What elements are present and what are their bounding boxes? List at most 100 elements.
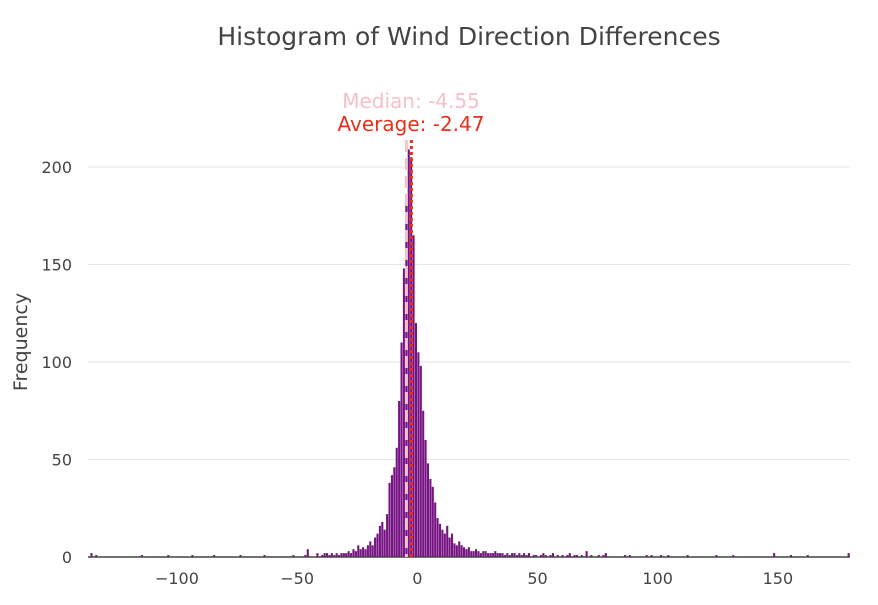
histogram-bar (345, 553, 348, 557)
histogram-bar (393, 467, 396, 557)
histogram-bar (520, 555, 523, 557)
x-tick-label-100: 100 (642, 569, 673, 588)
histogram-bar (347, 551, 350, 557)
histogram-bar (506, 553, 509, 557)
histogram-bar (402, 268, 405, 557)
histogram-bar (431, 486, 434, 557)
histogram-bar (575, 555, 579, 557)
average-annotation: Average: -2.47 (338, 112, 485, 136)
histogram-bar (321, 555, 324, 557)
histogram-bar (434, 502, 437, 557)
histogram-bar (350, 553, 353, 557)
histogram-bar (342, 553, 345, 557)
histogram-bar (337, 555, 341, 557)
y-tick-label-0: 0 (62, 548, 72, 567)
histogram-bar (422, 410, 425, 557)
histogram-bar (369, 541, 372, 557)
histogram-bar (453, 543, 456, 557)
histogram-bar (378, 525, 381, 557)
histogram-bar (470, 551, 473, 557)
x-axis-ticks: −100 −50 0 50 100 150 (155, 569, 793, 588)
histogram-bar (789, 555, 793, 557)
histogram-bar (645, 555, 648, 557)
chart-title: Histogram of Wind Direction Differences (217, 22, 720, 51)
histogram-bar (325, 553, 329, 557)
histogram-bar (496, 553, 499, 557)
histogram-bar (140, 555, 143, 557)
x-tick-label--100: −100 (155, 569, 199, 588)
histogram-bar (525, 555, 528, 557)
histogram-bar (539, 555, 543, 557)
histogram-bar (667, 555, 670, 557)
histogram-bar (660, 555, 663, 557)
histogram-bar (847, 553, 850, 557)
histogram-bar (330, 553, 333, 557)
histogram-bar (501, 553, 504, 557)
grid-lines (88, 166, 850, 460)
histogram-bar (604, 553, 607, 557)
histogram-bar (386, 514, 389, 557)
histogram-bar (467, 547, 470, 557)
histogram-bar (590, 555, 593, 557)
y-tick-label-50: 50 (52, 451, 72, 470)
histogram-bar (482, 551, 485, 557)
y-tick-label-200: 200 (41, 158, 72, 177)
histogram-bar (458, 541, 461, 557)
histogram-bar (381, 521, 384, 557)
histogram-bar (292, 555, 295, 557)
histogram-bar (398, 401, 401, 557)
histogram-bar (484, 551, 487, 557)
histogram-bar (806, 555, 809, 557)
histogram-bar (508, 555, 511, 557)
histogram-bar (407, 149, 410, 557)
histogram-bar (441, 529, 444, 557)
median-annotation: Median: -4.55 (342, 89, 480, 113)
histogram-bar (580, 555, 583, 557)
histogram-bar (511, 553, 514, 557)
histogram-bar (628, 555, 631, 557)
histogram-bar (304, 555, 307, 557)
histogram-bar (465, 549, 468, 557)
histogram-bar (455, 545, 458, 557)
histogram-bar (503, 555, 506, 557)
histogram-bar (472, 551, 475, 557)
histogram-bar (450, 533, 454, 557)
histogram-bar (90, 553, 93, 557)
histogram-bar (390, 475, 393, 557)
histogram-bar (585, 551, 588, 557)
histogram-bar (333, 555, 336, 557)
histogram-bar (424, 440, 427, 557)
histogram-bar (535, 555, 538, 557)
histogram-bar (491, 553, 494, 557)
histogram-bar (239, 555, 242, 557)
histogram-bar (419, 365, 422, 557)
histogram-bar (412, 235, 415, 557)
histogram-bar (335, 553, 338, 557)
histogram-bar (544, 555, 547, 557)
histogram-bar (542, 553, 545, 557)
histogram-bar (429, 479, 432, 557)
histogram-bar (566, 555, 569, 557)
histogram-bar (489, 553, 492, 557)
histogram-bar (306, 549, 309, 557)
histogram-bars (90, 149, 850, 557)
histogram-bar (773, 553, 776, 557)
histogram-bar (357, 545, 360, 557)
histogram-bar (462, 547, 466, 557)
histogram-bar (527, 553, 530, 557)
histogram-bar (354, 551, 357, 557)
histogram-bar (494, 551, 497, 557)
histogram-bar (568, 553, 571, 557)
histogram-bar (499, 553, 502, 557)
histogram-bar (376, 533, 379, 557)
histogram-bar (460, 545, 463, 557)
histogram-bar (191, 555, 194, 557)
histogram-bar (715, 555, 718, 557)
histogram-bar (479, 553, 482, 557)
x-tick-label-50: 50 (527, 569, 547, 588)
histogram-bar (686, 555, 689, 557)
histogram-bar (323, 553, 326, 557)
histogram-bar (515, 555, 518, 557)
